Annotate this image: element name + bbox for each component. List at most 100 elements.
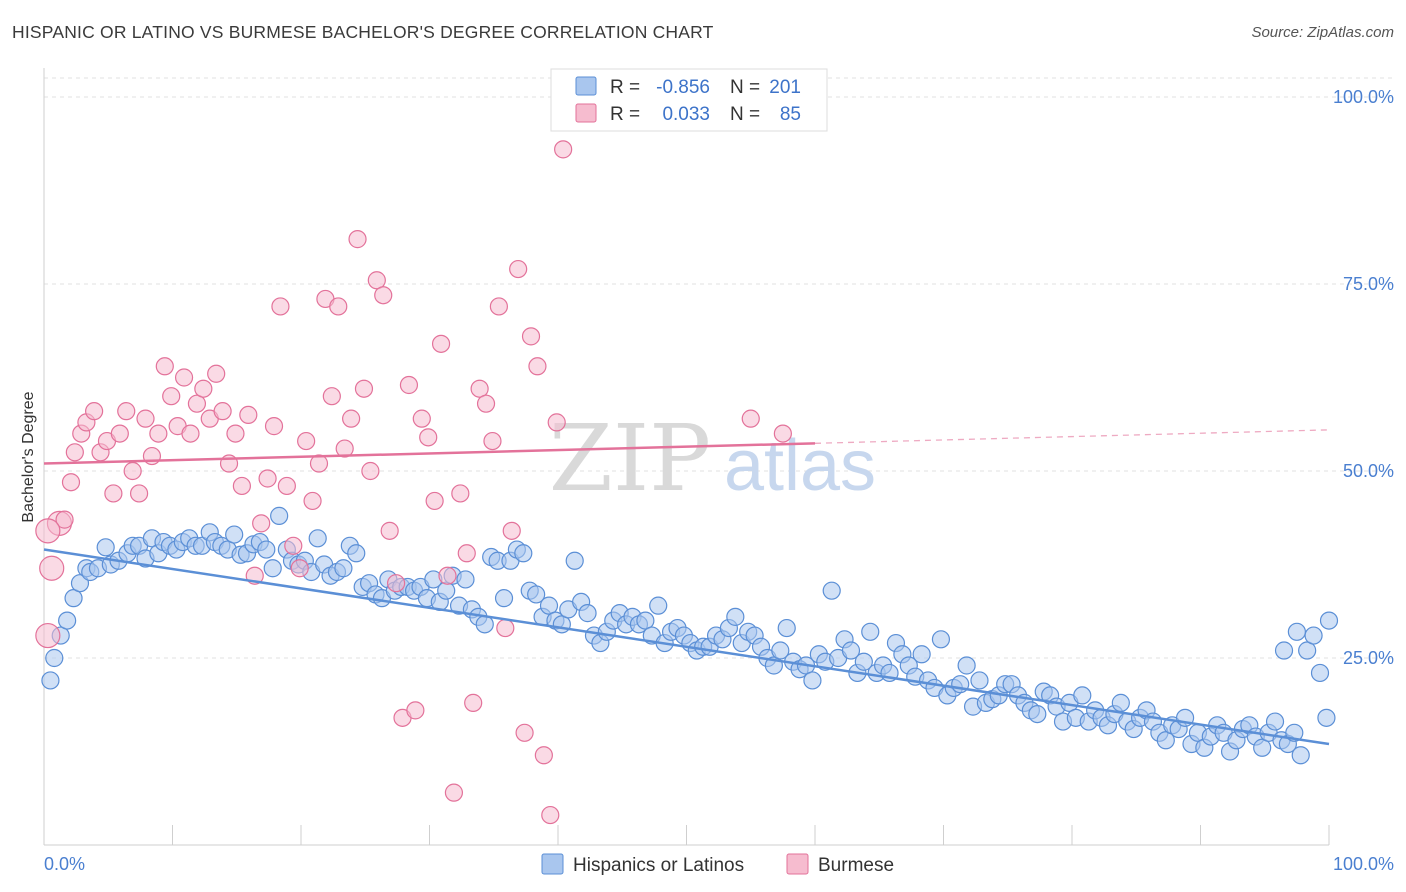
trend-line-hispanics [43, 548, 1330, 746]
burmese-point [174, 368, 194, 387]
watermark-zip: ZIP [549, 405, 711, 512]
burmese-point [61, 473, 81, 492]
burmese-point [232, 476, 251, 496]
hispanics-point [1253, 738, 1272, 757]
y-tick-label: 75.0% [1343, 274, 1394, 294]
burmese-point [502, 521, 521, 540]
burmese-point [515, 723, 534, 742]
burmese-point [773, 424, 792, 443]
hispanics-point [777, 618, 796, 638]
burmese-point [406, 701, 425, 720]
axes [43, 68, 1330, 846]
y-tick-labels: 25.0% 50.0% 75.0% 100.0% [1333, 87, 1394, 668]
x-tick-label-min: 0.0% [44, 854, 85, 874]
series-hispanics-points [41, 506, 1339, 765]
burmese-point [438, 566, 457, 585]
burmese-point [162, 387, 181, 406]
burmese-point [386, 574, 406, 593]
hispanics-point [854, 652, 873, 671]
burmese-point [483, 431, 502, 451]
burmese-point [149, 424, 168, 443]
y-axis-title: Bachelor's Degree [20, 391, 37, 522]
stats-r-value-burmese: 0.033 [662, 104, 710, 125]
stats-swatch-hispanics [575, 76, 597, 96]
burmese-point [342, 409, 361, 428]
hispanics-point [565, 551, 584, 570]
burmese-point [322, 387, 341, 406]
burmese-point [181, 424, 200, 443]
burmese-point [123, 461, 142, 481]
hispanics-point [578, 604, 597, 623]
hispanics-point [1298, 641, 1317, 660]
hispanics-point [58, 611, 77, 630]
burmese-point [354, 379, 374, 398]
stats-box-frame [550, 68, 828, 132]
hispanics-point [347, 544, 366, 563]
hispanics-point [64, 589, 83, 608]
y-tick-label: 100.0% [1333, 87, 1394, 107]
burmese-point [412, 409, 431, 428]
hispanics-point [539, 596, 559, 615]
hispanics-point [1287, 622, 1306, 641]
legend-swatch-burmese [786, 853, 809, 875]
hispanics-point [1073, 686, 1092, 705]
hispanics-point [726, 607, 745, 626]
burmese-point [509, 259, 528, 279]
burmese-point [380, 521, 399, 540]
chart-title: HISPANIC OR LATINO VS BURMESE BACHELOR'S… [12, 22, 714, 42]
y-tick-label: 25.0% [1343, 648, 1394, 668]
hispanics-point [225, 525, 244, 544]
stats-r-label-burmese: R = [610, 104, 640, 125]
burmese-point [329, 297, 348, 316]
burmese-point [374, 286, 393, 305]
burmese-point [284, 536, 303, 555]
hispanics-point [1156, 731, 1175, 750]
hispanics-point [822, 581, 841, 600]
hispanics-point [334, 559, 353, 578]
burmese-point [464, 693, 483, 712]
burmese-point [361, 461, 380, 481]
burmese-point [425, 491, 444, 511]
hispanics-point [771, 641, 790, 660]
hispanics-point [1304, 626, 1323, 645]
burmese-point [541, 805, 560, 825]
burmese-point [489, 297, 508, 316]
burmese-point [35, 518, 61, 544]
burmese-point [457, 544, 476, 563]
legend-swatch-hispanics [541, 853, 564, 875]
hispanics-point [912, 645, 931, 664]
burmese-point [213, 402, 232, 421]
hispanics-point [514, 544, 533, 563]
burmese-point [367, 271, 386, 290]
burmese-point [55, 510, 74, 529]
hispanics-point [527, 585, 546, 604]
burmese-point [155, 357, 174, 376]
trend-line-burmese [43, 442, 816, 465]
hispanics-point [1274, 641, 1294, 660]
watermark-atlas: atlas [724, 426, 876, 506]
burmese-point [419, 428, 438, 447]
hispanics-point [636, 611, 655, 630]
hispanics-point [970, 671, 989, 690]
burmese-point [476, 394, 496, 413]
burmese-point [104, 484, 123, 503]
burmese-point [110, 424, 129, 443]
hispanics-point [270, 506, 289, 525]
burmese-point [65, 443, 84, 462]
hispanics-point [649, 596, 668, 615]
stats-n-label-burmese: N = [730, 104, 760, 125]
hispanics-point [841, 641, 861, 660]
burmese-point [309, 454, 329, 473]
hispanics-point [41, 671, 60, 690]
burmese-point [226, 424, 245, 443]
burmese-point [207, 364, 226, 383]
stats-n-value-burmese: 85 [780, 104, 801, 125]
stats-r-label-hispanics: R = [610, 77, 640, 98]
burmese-point [431, 334, 451, 353]
burmese-point [399, 375, 419, 395]
burmese-point [451, 484, 470, 503]
hispanics-point [1319, 611, 1339, 630]
burmese-point [136, 409, 155, 428]
hispanics-point [1310, 663, 1330, 683]
